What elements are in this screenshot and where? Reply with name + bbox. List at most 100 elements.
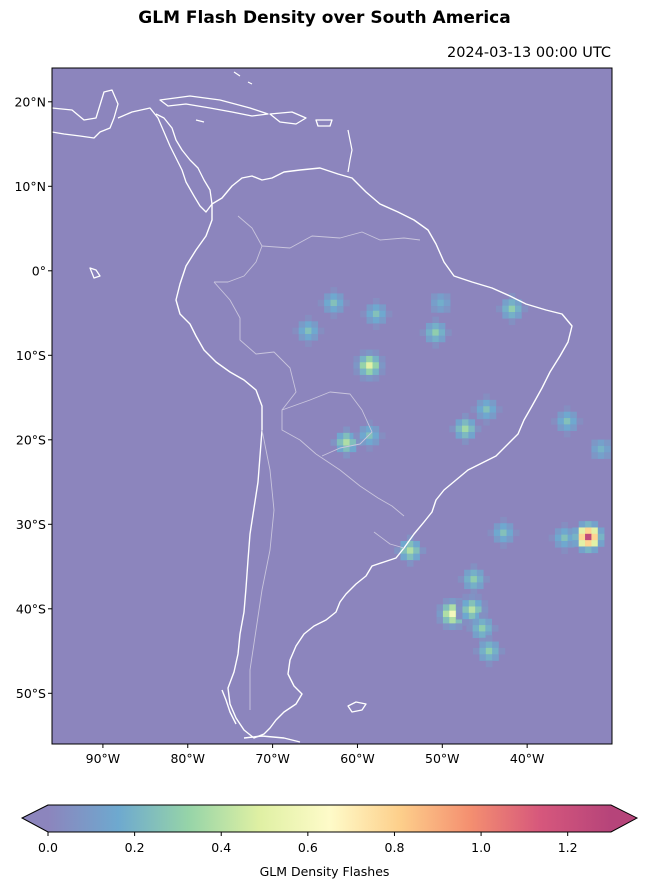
- flash-pixel: [378, 432, 386, 440]
- flash-pixel: [493, 523, 501, 530]
- flash-pixel: [406, 540, 414, 548]
- flash-pixel: [515, 311, 522, 319]
- flash-pixel: [359, 362, 367, 369]
- flash-pixel: [472, 618, 480, 626]
- flash-pixel: [443, 306, 451, 313]
- flash-cell: [353, 349, 386, 382]
- flash-pixel: [372, 323, 380, 331]
- flash-pixel: [508, 299, 516, 306]
- flash-pixel: [366, 432, 373, 440]
- flash-pixel: [366, 304, 374, 312]
- flash-pixel: [336, 432, 344, 440]
- flash-pixel: [476, 576, 484, 583]
- flash-pixel: [485, 660, 493, 668]
- flash-pixel: [604, 445, 611, 453]
- flash-pixel: [521, 305, 529, 313]
- flash-pixel: [353, 432, 361, 440]
- flash-cell: [466, 612, 499, 645]
- flash-pixel: [508, 305, 516, 313]
- flash-pixel: [578, 533, 586, 541]
- flash-pixel: [470, 563, 478, 571]
- flash-pixel: [554, 540, 562, 548]
- flash-pixel: [425, 335, 433, 343]
- flash-pixel: [372, 368, 380, 376]
- flash-pixel: [305, 321, 312, 328]
- flash-pixel: [476, 569, 484, 577]
- flash-pixel: [485, 641, 493, 649]
- flash-pixel: [419, 329, 427, 336]
- map-frame: [51, 67, 613, 745]
- flash-pixel: [349, 445, 357, 453]
- colorbar-tick-label: 0.0: [38, 840, 58, 855]
- flash-pixel: [359, 374, 367, 382]
- flash-pixel: [442, 623, 450, 631]
- flash-pixel: [466, 625, 473, 632]
- flash-pixel: [570, 424, 577, 432]
- lat-tick-label: 20°S: [16, 432, 46, 447]
- flash-pixel: [455, 419, 463, 426]
- flash-pixel: [419, 547, 427, 554]
- lon-tick-label: 40°W: [510, 751, 545, 766]
- flash-pixel: [336, 445, 344, 453]
- flash-pixel: [366, 310, 374, 318]
- flash-pixel: [305, 340, 312, 347]
- flash-pixel: [425, 322, 433, 330]
- flash-pixel: [570, 418, 577, 425]
- flash-cell: [360, 298, 393, 331]
- flash-pixel: [479, 641, 487, 649]
- flash-pixel: [359, 349, 367, 357]
- flash-pixel: [455, 425, 463, 433]
- flash-pixel: [378, 355, 386, 363]
- flash-pixel: [508, 311, 516, 319]
- flash-pixel: [305, 327, 312, 335]
- coastline-central-america: [52, 89, 213, 213]
- flash-pixel: [591, 439, 599, 447]
- flash-pixel: [359, 368, 367, 376]
- flash-pixel: [455, 623, 463, 631]
- colorbar-label: GLM Density Flashes: [259, 864, 390, 879]
- flash-pixel: [330, 439, 338, 446]
- flash-pixel: [462, 612, 470, 620]
- flash-pixel: [506, 535, 514, 543]
- flash-pixel: [449, 610, 456, 618]
- flash-pixel: [366, 419, 373, 427]
- flash-pixel: [493, 535, 501, 543]
- flash-pixel: [330, 312, 338, 320]
- flash-pixel: [366, 438, 373, 446]
- flash-pixel: [470, 406, 478, 413]
- flash-pixel: [437, 306, 445, 313]
- flash-pixel: [431, 293, 438, 301]
- flash-pixel: [515, 299, 522, 306]
- flash-pixel: [372, 374, 380, 382]
- flash-pixel: [475, 612, 482, 620]
- flash-pixel: [479, 637, 486, 645]
- coastline-galapagos: [89, 267, 101, 279]
- flash-pixel: [462, 425, 469, 433]
- flash-pixel: [449, 425, 456, 433]
- flash-pixel: [468, 419, 476, 426]
- flash-pixel: [436, 610, 444, 618]
- flash-cell: [470, 393, 503, 426]
- flash-pixel: [470, 569, 478, 577]
- flash-pixel: [468, 600, 476, 607]
- colorbar-ticks: 0.0 0.2 0.4 0.6 0.8 1.0 1.2: [38, 832, 578, 855]
- flash-pixel: [324, 306, 331, 313]
- map-panel: [52, 68, 612, 744]
- flash-pixel: [400, 553, 408, 561]
- flash-pixel: [483, 393, 490, 401]
- flash-pixel: [481, 600, 489, 607]
- flash-pixel: [372, 432, 380, 440]
- flash-pixel: [483, 399, 490, 407]
- lat-tick-label: 10°N: [14, 179, 46, 194]
- flash-pixel: [372, 362, 380, 369]
- flash-pixel: [479, 631, 486, 639]
- flash-pixel: [487, 529, 495, 537]
- lon-tick-label: 60°W: [340, 751, 375, 766]
- flash-pixel: [561, 528, 568, 535]
- flash-pixel: [432, 341, 439, 349]
- flash-density-layer: [292, 287, 611, 668]
- flash-pixel: [442, 617, 450, 624]
- flash-pixel: [473, 647, 480, 655]
- flash-pixel: [495, 406, 503, 413]
